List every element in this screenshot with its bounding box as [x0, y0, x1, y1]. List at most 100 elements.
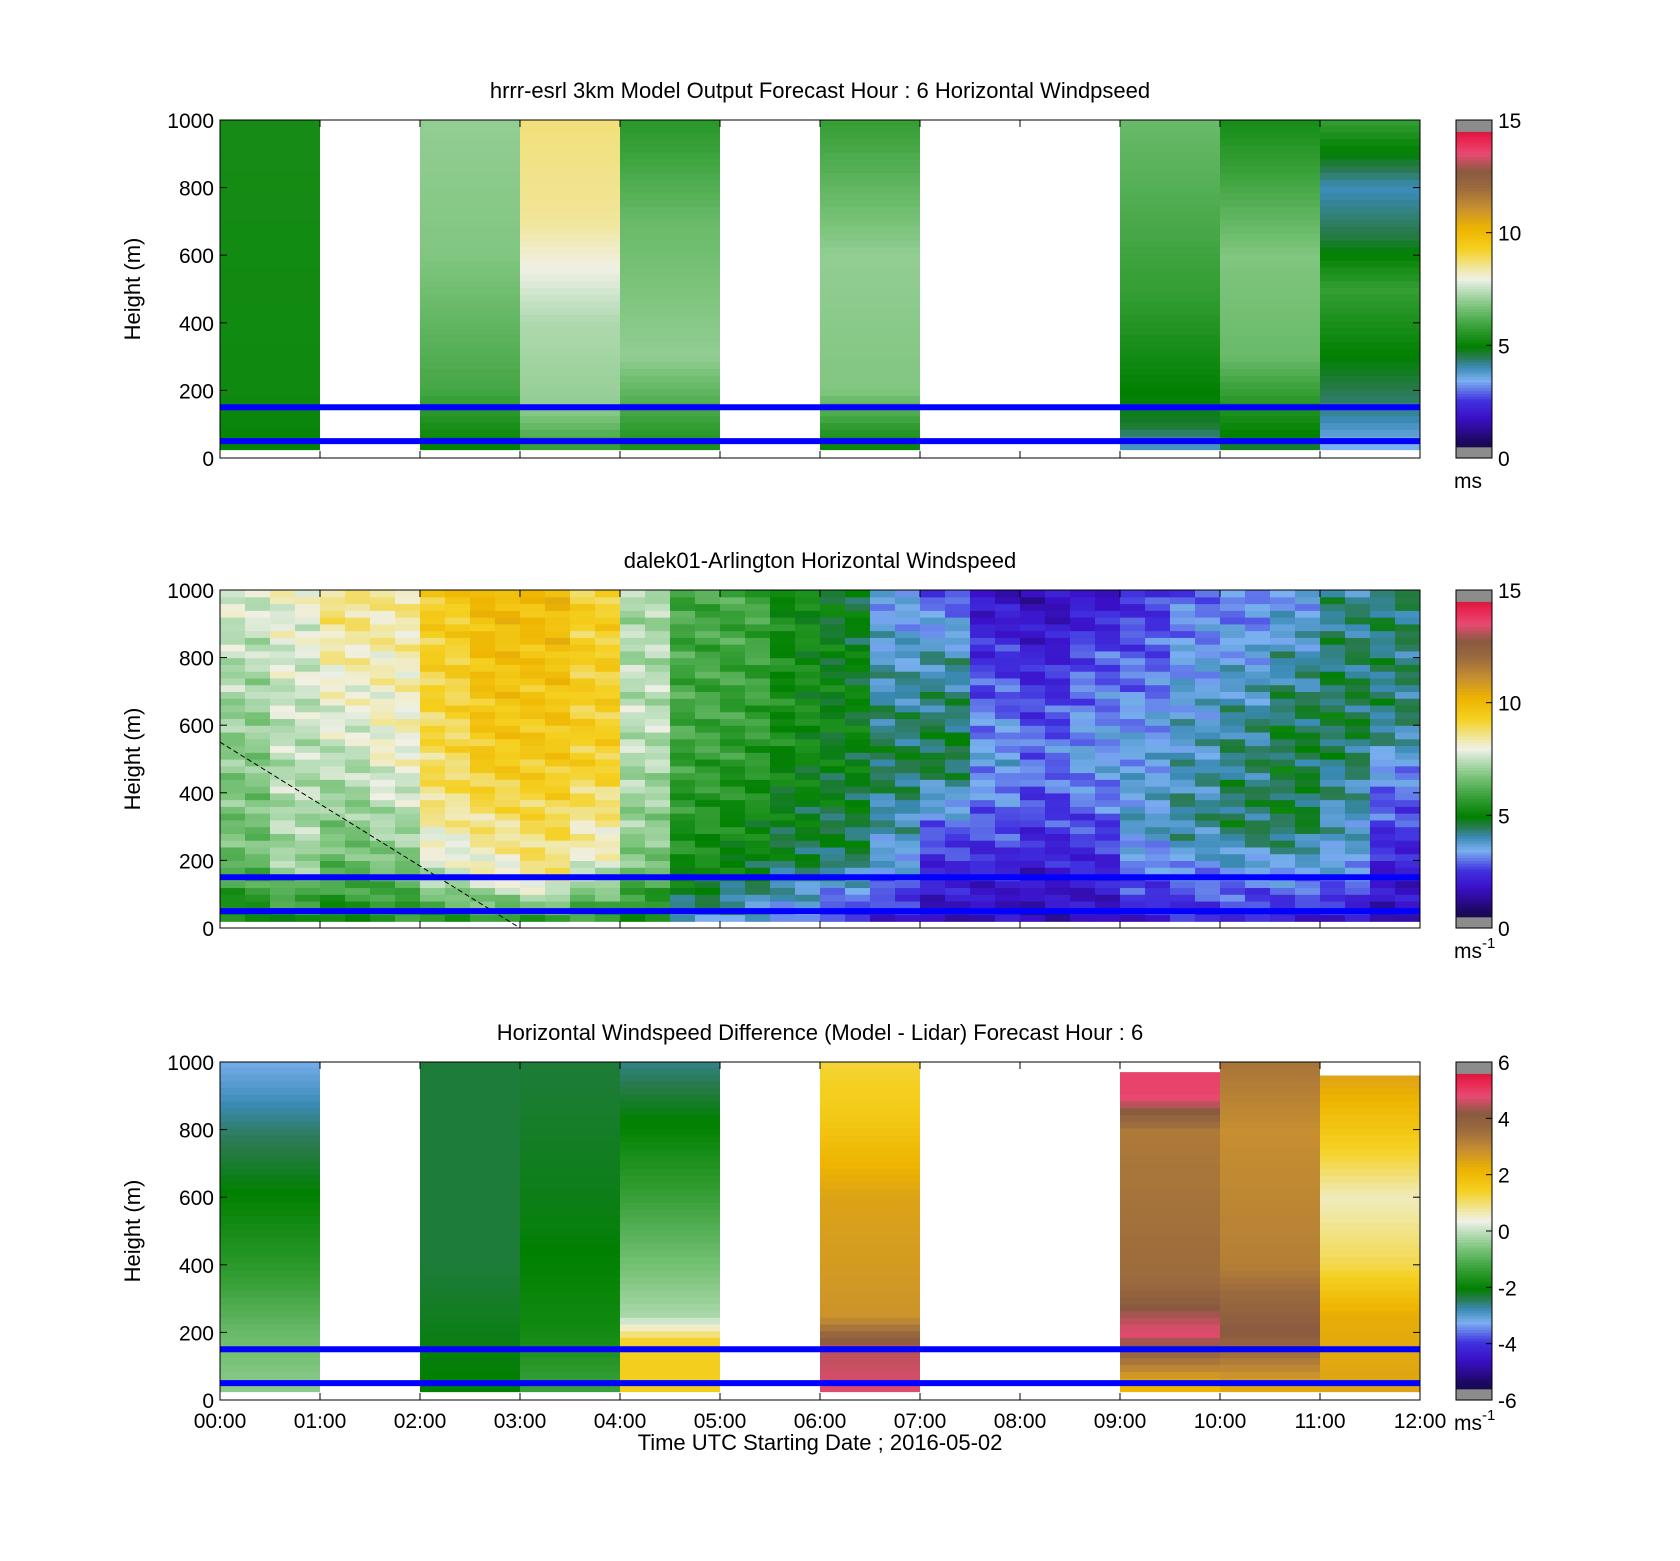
heatmap-cell: [1145, 799, 1171, 807]
heatmap-cell: [1245, 745, 1271, 753]
heatmap-cell: [520, 348, 620, 356]
heatmap-cell: [795, 718, 821, 726]
heatmap-cell: [820, 603, 846, 611]
colorbar-segment: [1456, 1205, 1492, 1210]
heatmap-cell: [1145, 711, 1171, 720]
heatmap-cell: [1295, 684, 1321, 692]
heatmap-cell: [320, 860, 346, 868]
heatmap-cell: [1245, 887, 1271, 895]
heatmap-cell: [1220, 152, 1320, 160]
heatmap-cell: [220, 152, 320, 160]
heatmap-cell: [820, 212, 920, 221]
heatmap-cell: [1220, 381, 1320, 390]
colorbar-segment: [1456, 142, 1492, 146]
heatmap-cell: [395, 914, 421, 922]
y-tick-label: 1000: [167, 580, 214, 603]
heatmap-cell: [495, 894, 521, 902]
heatmap-cell: [470, 745, 496, 753]
heatmap-cell: [1220, 1384, 1320, 1393]
heatmap-cell: [770, 765, 796, 774]
heatmap-cell: [1320, 1127, 1420, 1136]
heatmap-cell: [1120, 1371, 1220, 1379]
heatmap-cell: [1120, 657, 1146, 665]
heatmap-cell: [970, 725, 996, 733]
heatmap-cell: [220, 637, 246, 645]
heatmap-cell: [245, 772, 271, 780]
heatmap-cell: [795, 786, 821, 794]
heatmap-cell: [520, 145, 620, 153]
colorbar-segment: [1456, 1219, 1492, 1224]
heatmap-cell: [1220, 1188, 1320, 1197]
heatmap-cell: [745, 819, 771, 828]
heatmap-cell: [695, 853, 721, 861]
heatmap-cell: [1170, 637, 1196, 645]
heatmap-cell: [1195, 887, 1221, 895]
heatmap-cell: [670, 819, 696, 828]
heatmap-cell: [845, 623, 871, 632]
heatmap-cell: [920, 765, 946, 774]
heatmap-cell: [695, 765, 721, 774]
heatmap-cell: [645, 711, 671, 720]
heatmap-cell: [1195, 880, 1221, 889]
colorbar-segment: [1456, 1323, 1492, 1328]
colorbar-segment: [1456, 162, 1492, 166]
heatmap-cell: [945, 894, 971, 902]
heatmap-cell: [1320, 637, 1346, 645]
heatmap-cell: [945, 623, 971, 632]
heatmap-cell: [995, 725, 1021, 733]
colorbar-segment: [1456, 1109, 1492, 1114]
heatmap-cell: [1120, 738, 1146, 747]
colorbar-segment: [1456, 221, 1492, 225]
heatmap-cell: [1245, 596, 1271, 605]
heatmap-cell: [745, 677, 771, 686]
heatmap-cell: [870, 637, 896, 645]
y-tick-label: 400: [179, 313, 214, 336]
heatmap-cell: [845, 887, 871, 895]
heatmap-cell: [545, 813, 571, 821]
heatmap-cell: [520, 1310, 620, 1318]
heatmap-cell: [595, 819, 621, 828]
heatmap-cell: [595, 623, 621, 632]
heatmap-cell: [720, 657, 746, 665]
heatmap-cell: [1220, 219, 1320, 228]
heatmap-cell: [720, 711, 746, 720]
heatmap-cell: [495, 806, 521, 814]
heatmap-cell: [420, 813, 446, 821]
heatmap-cell: [895, 779, 921, 787]
heatmap-cell: [620, 1317, 720, 1325]
colorbar-segment: [1456, 660, 1492, 664]
heatmap-cell: [220, 1256, 320, 1264]
heatmap-cell: [470, 826, 496, 834]
heatmap-cell: [395, 792, 421, 801]
heatmap-cell: [995, 596, 1021, 605]
heatmap-cell: [620, 860, 646, 868]
heatmap-cell: [520, 179, 620, 187]
heatmap-cell: [770, 860, 796, 868]
heatmap-cell: [1120, 429, 1220, 437]
heatmap-cell: [420, 1175, 520, 1183]
heatmap-cell: [745, 738, 771, 747]
heatmap-cell: [520, 381, 620, 390]
colorbar-segment: [1456, 1295, 1492, 1300]
colorbar-segment: [1456, 1231, 1492, 1235]
heatmap-cell: [1095, 657, 1121, 665]
heatmap-cell: [1320, 671, 1346, 679]
heatmap-cell: [1120, 314, 1220, 322]
heatmap-cell: [420, 590, 446, 598]
colorbar-segment: [1456, 750, 1492, 754]
heatmap-cell: [320, 623, 346, 632]
heatmap-cell: [370, 637, 396, 645]
colorbar-segment: [1456, 1281, 1492, 1286]
heatmap-cell: [845, 650, 871, 659]
heatmap-cell: [270, 684, 296, 692]
heatmap-cell: [1345, 799, 1371, 807]
colorbar-segment: [1456, 1064, 1492, 1069]
heatmap-cell: [220, 1371, 320, 1379]
heatmap-cell: [870, 914, 896, 922]
heatmap-cell: [695, 840, 721, 848]
heatmap-cell: [1045, 610, 1071, 618]
colorbar-segment: [1456, 759, 1492, 763]
heatmap-cell: [295, 630, 321, 638]
heatmap-cell: [1295, 833, 1321, 841]
heatmap-cell: [445, 691, 471, 699]
